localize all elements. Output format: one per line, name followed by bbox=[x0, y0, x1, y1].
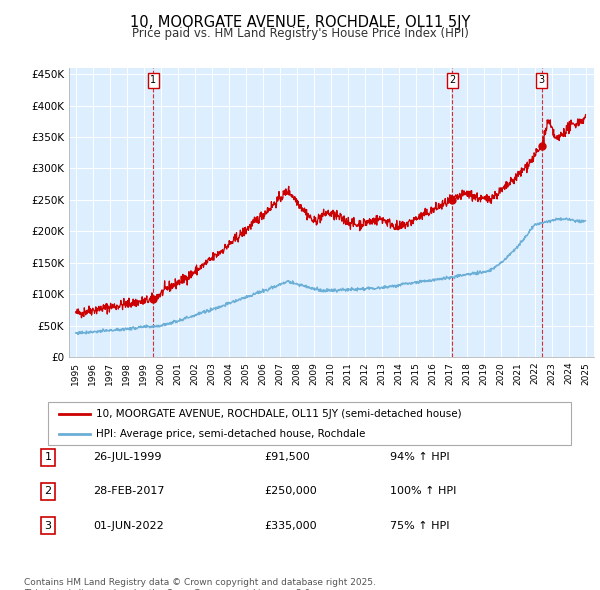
Text: 28-FEB-2017: 28-FEB-2017 bbox=[93, 487, 164, 496]
Text: 3: 3 bbox=[539, 76, 545, 86]
Text: £91,500: £91,500 bbox=[264, 453, 310, 462]
Text: 3: 3 bbox=[44, 521, 52, 530]
Text: 10, MOORGATE AVENUE, ROCHDALE, OL11 5JY (semi-detached house): 10, MOORGATE AVENUE, ROCHDALE, OL11 5JY … bbox=[95, 409, 461, 418]
Text: 2: 2 bbox=[44, 487, 52, 496]
Text: HPI: Average price, semi-detached house, Rochdale: HPI: Average price, semi-detached house,… bbox=[95, 430, 365, 440]
Text: 94% ↑ HPI: 94% ↑ HPI bbox=[390, 453, 449, 462]
Text: 1: 1 bbox=[151, 76, 157, 86]
Text: 10, MOORGATE AVENUE, ROCHDALE, OL11 5JY: 10, MOORGATE AVENUE, ROCHDALE, OL11 5JY bbox=[130, 15, 470, 30]
FancyBboxPatch shape bbox=[48, 402, 571, 445]
Text: Price paid vs. HM Land Registry's House Price Index (HPI): Price paid vs. HM Land Registry's House … bbox=[131, 27, 469, 40]
Text: 2: 2 bbox=[449, 76, 455, 86]
Text: Contains HM Land Registry data © Crown copyright and database right 2025.
This d: Contains HM Land Registry data © Crown c… bbox=[24, 578, 376, 590]
Text: £335,000: £335,000 bbox=[264, 521, 317, 530]
Text: 26-JUL-1999: 26-JUL-1999 bbox=[93, 453, 161, 462]
Text: 1: 1 bbox=[44, 453, 52, 462]
Text: £250,000: £250,000 bbox=[264, 487, 317, 496]
Text: 01-JUN-2022: 01-JUN-2022 bbox=[93, 521, 164, 530]
Text: 75% ↑ HPI: 75% ↑ HPI bbox=[390, 521, 449, 530]
Text: 100% ↑ HPI: 100% ↑ HPI bbox=[390, 487, 457, 496]
